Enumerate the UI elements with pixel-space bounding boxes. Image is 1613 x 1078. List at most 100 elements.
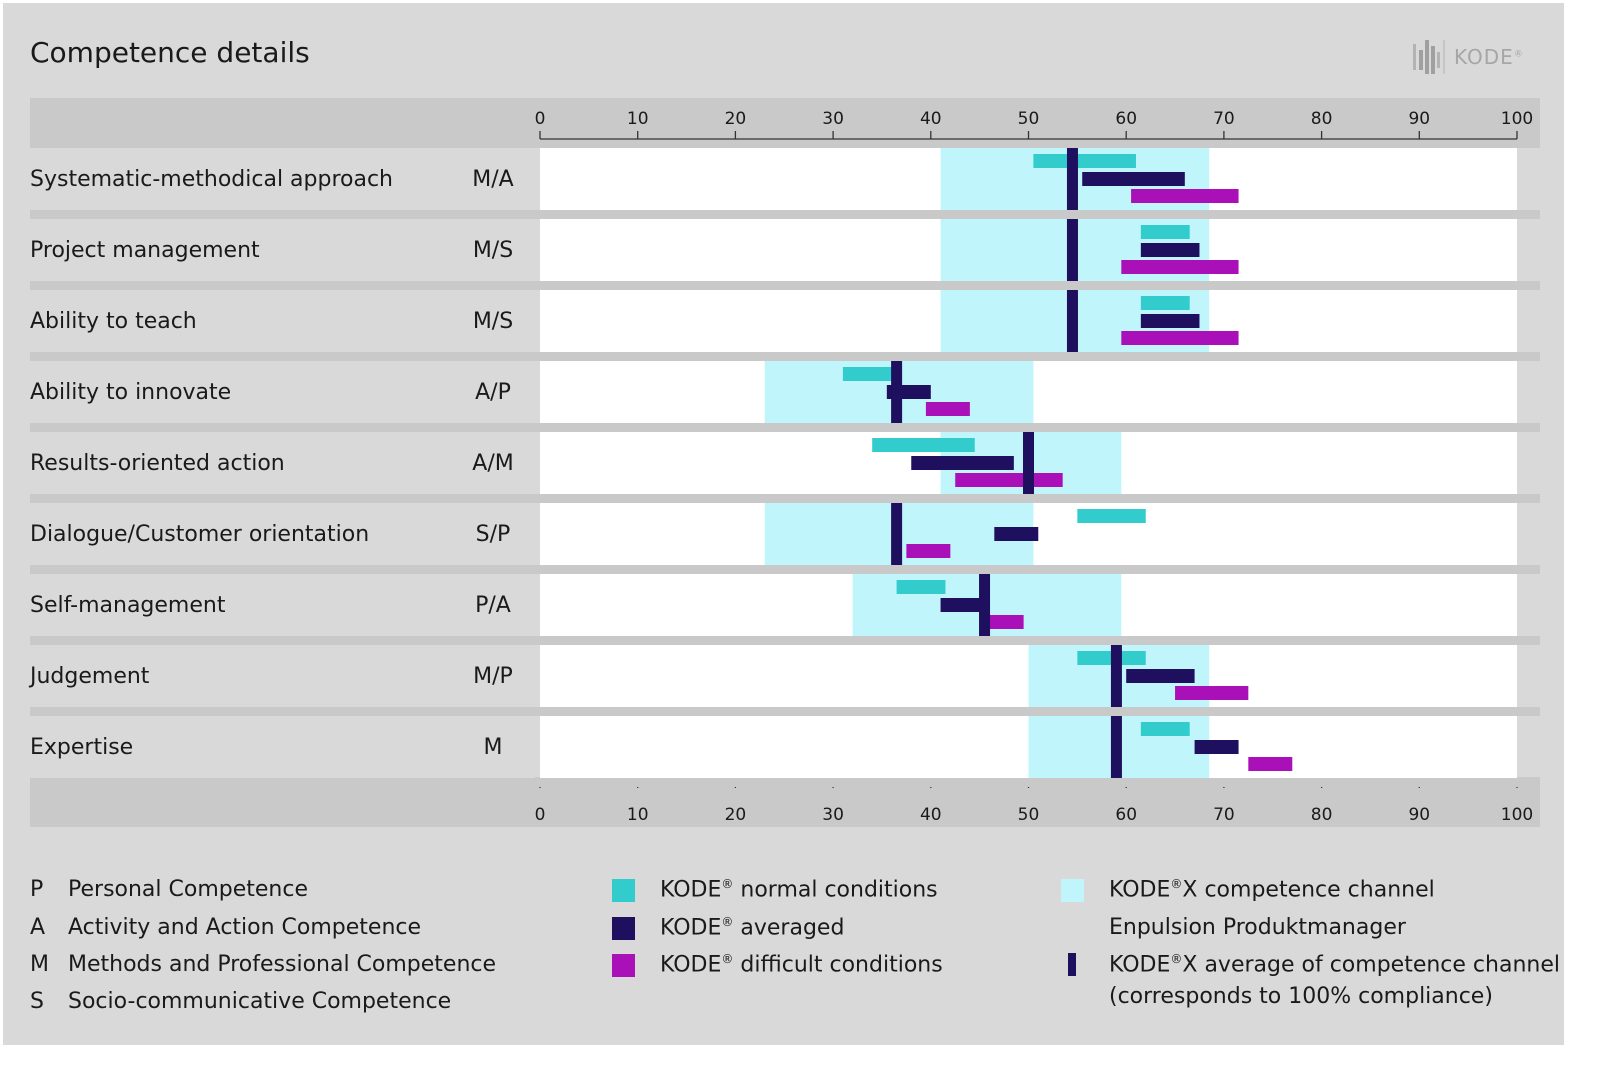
top-tick-label: 40 — [920, 109, 942, 129]
legend-code-letter: A — [30, 915, 46, 940]
row-code: M/S — [473, 238, 513, 263]
normal-bar — [1140, 296, 1190, 310]
difficult-bar — [1131, 189, 1239, 203]
difficult-bar — [1121, 331, 1239, 345]
normal-bar — [1033, 154, 1136, 168]
row-separator — [30, 281, 1540, 290]
averaged-bar — [1082, 172, 1185, 186]
channel-average-marker — [1066, 290, 1078, 352]
row-label-cell — [30, 361, 535, 423]
legend-normal-label: KODE® normal conditions — [660, 877, 938, 903]
legend-swatch-difficult — [612, 954, 635, 977]
legend-averaged-label: KODE® averaged — [660, 915, 845, 941]
row-label: Judgement — [28, 664, 150, 689]
legend-code-text: Personal Competence — [68, 877, 309, 902]
top-axis-band — [30, 98, 1540, 148]
row-separator — [30, 494, 1540, 503]
channel-average-marker — [979, 574, 991, 636]
normal-bar — [1077, 509, 1146, 523]
kode-logo-icon — [1413, 40, 1445, 74]
legend-swatch-normal — [612, 879, 635, 902]
legend-swatch-channel — [1061, 879, 1084, 902]
row-label: Ability to teach — [30, 309, 197, 334]
top-tick-label: 10 — [627, 109, 649, 129]
difficult-bar — [1121, 260, 1239, 274]
channel-average-marker — [891, 503, 903, 565]
averaged-bar — [911, 456, 1014, 470]
row-label-cell — [30, 219, 535, 281]
logo-text: KODE® — [1454, 45, 1524, 69]
bottom-tick-label: 100 — [1501, 805, 1533, 825]
row-label: Results-oriented action — [30, 451, 285, 476]
legend-difficult-label: KODE® difficult conditions — [660, 952, 943, 978]
difficult-bar — [1248, 757, 1293, 771]
row-label: Ability to innovate — [30, 380, 231, 405]
row-separator — [30, 778, 1540, 787]
row-label: Project management — [30, 238, 260, 263]
row-separator — [30, 636, 1540, 645]
channel-average-marker — [1023, 432, 1034, 494]
top-tick-label: 100 — [1501, 109, 1533, 129]
top-tick-label: 20 — [725, 109, 747, 129]
normal-bar — [1140, 225, 1190, 239]
channel-average-marker — [1066, 219, 1078, 281]
normal-bar — [1140, 722, 1190, 736]
bottom-tick-label: 50 — [1018, 805, 1040, 825]
legend-channel-label: KODE®X competence channel — [1109, 877, 1435, 903]
kode-logo: KODE® — [1412, 36, 1524, 78]
row-label-cell — [30, 290, 535, 352]
bottom-tick-label: 90 — [1408, 805, 1430, 825]
top-tick-label: 50 — [1018, 109, 1040, 129]
channel-average-marker — [891, 361, 903, 423]
competence-chart: 0 10 20 30 40 50 60 70 80 90 100 0 10 20 30 40 50 60 70 80 9… — [28, 98, 1540, 827]
row-label: Self-management — [30, 593, 226, 618]
channel-average-marker — [1110, 645, 1122, 707]
legend-code-text: Methods and Professional Competence — [68, 952, 497, 977]
legend-code-text: Socio-communicative Competence — [68, 989, 452, 1014]
normal-bar — [896, 580, 946, 594]
legend-swatch-channel-average — [1068, 953, 1076, 976]
normal-bar — [842, 367, 892, 381]
legend-code-letter: M — [30, 952, 49, 977]
row-label: Systematic-methodical approach — [30, 167, 393, 192]
difficult-bar — [955, 473, 1063, 487]
difficult-bar — [1175, 686, 1249, 700]
averaged-bar — [1126, 669, 1195, 683]
bottom-tick-label: 40 — [920, 805, 942, 825]
top-tick-label: 90 — [1408, 109, 1430, 129]
legend-swatch-averaged — [612, 917, 635, 940]
bottom-tick-label: 70 — [1213, 805, 1235, 825]
row-label-cell — [30, 503, 535, 565]
difficult-bar — [925, 402, 970, 416]
bottom-tick-label: 80 — [1311, 805, 1333, 825]
legend-code-letter: P — [30, 877, 44, 902]
row-separator — [30, 352, 1540, 361]
row-label: Dialogue/Customer orientation — [30, 522, 369, 547]
row-separator — [30, 210, 1540, 219]
row-code: P/A — [475, 593, 511, 618]
top-tick-label: 70 — [1213, 109, 1235, 129]
bottom-tick-label: 10 — [627, 805, 649, 825]
difficult-bar — [906, 544, 951, 558]
row-code: M/S — [473, 309, 513, 334]
top-tick-label: 30 — [822, 109, 844, 129]
channel-average-marker — [1110, 716, 1122, 778]
row-separator — [30, 565, 1540, 574]
bottom-tick-label: 0 — [535, 805, 546, 825]
row-code: M/A — [472, 167, 513, 192]
legend-channel-profile: Enpulsion Produktmanager — [1109, 915, 1406, 940]
row-code: M/P — [473, 664, 513, 689]
top-tick-label: 80 — [1311, 109, 1333, 129]
row-separator — [30, 707, 1540, 716]
bottom-tick-label: 20 — [725, 805, 747, 825]
normal-bar — [872, 438, 975, 452]
top-tick-label: 0 — [535, 109, 546, 129]
row-label-cell — [30, 716, 535, 778]
row-label-cell — [30, 574, 535, 636]
row-code: S/P — [476, 522, 511, 547]
channel-average-marker — [1066, 148, 1078, 210]
page-title: Competence details — [30, 36, 310, 69]
row-code: A/M — [472, 451, 513, 476]
averaged-bar — [940, 598, 990, 612]
row-label-cell — [30, 432, 535, 494]
